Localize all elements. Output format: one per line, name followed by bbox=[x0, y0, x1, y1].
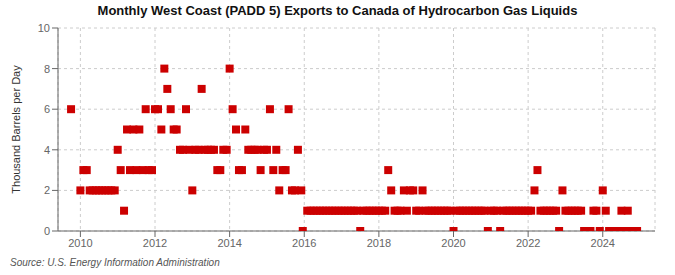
svg-text:0: 0 bbox=[44, 225, 50, 237]
svg-text:2010: 2010 bbox=[68, 237, 92, 249]
svg-text:10: 10 bbox=[38, 22, 50, 34]
svg-text:Thousand Barrels per Day: Thousand Barrels per Day bbox=[10, 65, 22, 194]
svg-text:2018: 2018 bbox=[367, 237, 391, 249]
svg-text:2022: 2022 bbox=[516, 237, 540, 249]
html-text:Source: U.S. Energy Informatio: Source: U.S. Energy Information Administ… bbox=[10, 257, 220, 268]
svg-text:8: 8 bbox=[44, 63, 50, 75]
html-text:Monthly West Coast (PADD 5) Ex: Monthly West Coast (PADD 5) Exports to C… bbox=[97, 3, 578, 18]
svg-text:4: 4 bbox=[44, 144, 50, 156]
svg-text:2: 2 bbox=[44, 184, 50, 196]
svg-text:2012: 2012 bbox=[143, 237, 167, 249]
svg-text:6: 6 bbox=[44, 103, 50, 115]
svg-text:2014: 2014 bbox=[217, 237, 241, 249]
svg-text:2016: 2016 bbox=[292, 237, 316, 249]
svg-text:2020: 2020 bbox=[441, 237, 465, 249]
svg-text:2024: 2024 bbox=[591, 237, 615, 249]
